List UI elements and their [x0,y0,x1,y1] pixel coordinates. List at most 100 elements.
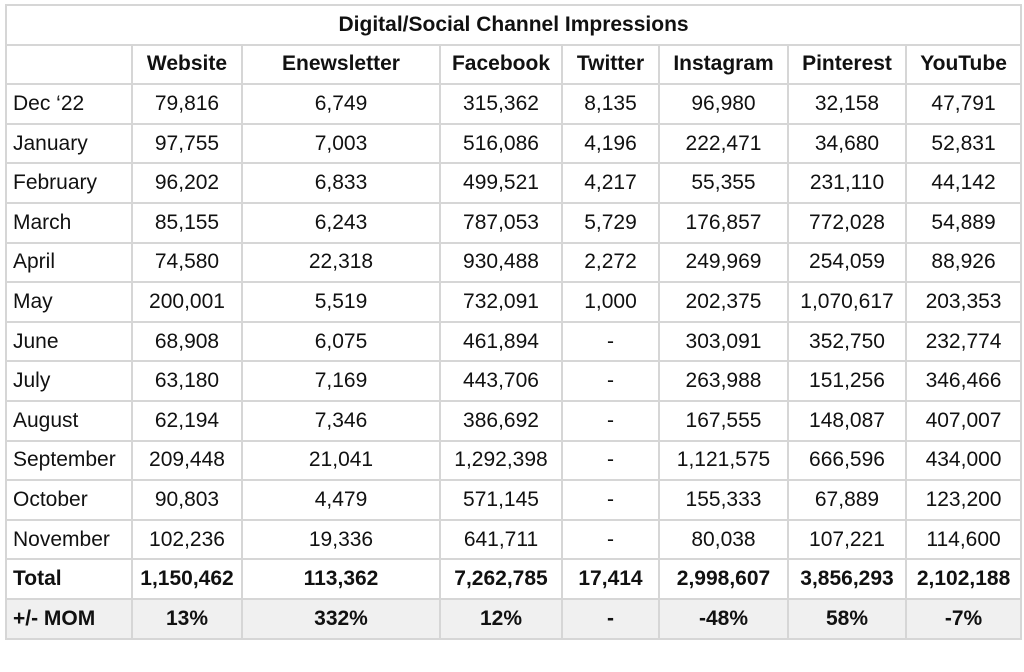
table-cell: 90,803 [131,479,243,521]
table-cell: 2,272 [561,241,660,284]
table-row: July 63,180 7,169 443,706-263,988 151,256 346… [5,360,1023,402]
table-cell: 202,375 [658,281,789,323]
table-cell: - [561,360,660,402]
table-cell: - [561,597,660,640]
table-row: October 90,803 4,479 571,145-155,333 67,889 1… [5,479,1023,521]
table-cell: Instagram [658,43,789,86]
table-cell: Twitter [561,43,660,86]
table-cell: 352,750 [787,320,907,363]
table-cell: 200,001 [131,281,243,323]
table-cell: 222,471 [658,122,789,165]
table-cell: 96,202 [131,162,243,204]
table-cell: 332% [241,597,441,640]
table-cell: 85,155 [131,201,243,244]
table-cell: -7% [904,597,1023,640]
table-cell: 113,362 [241,558,441,600]
table-cell: 13% [131,597,243,640]
table-cell: 155,333 [658,479,789,521]
table-cell: 17,414 [561,558,660,600]
table-cell: 62,194 [131,399,243,442]
table-cell: - [561,399,660,442]
row-label: October [5,479,133,521]
row-label: September [5,439,133,482]
table-cell: 55,355 [658,162,789,204]
table-cell: 96,980 [658,83,789,125]
table-cell: 123,200 [904,479,1023,521]
table-cell: 2,102,188 [904,558,1023,600]
table-cell: 203,353 [904,281,1023,323]
table-cell: 80,038 [658,518,789,561]
table-cell: 516,086 [439,122,563,165]
table-cell: 4,196 [561,122,660,165]
table-cell: 6,075 [241,320,441,363]
table-cell: 7,262,785 [439,558,563,600]
table-cell: -48% [658,597,789,640]
table-cell: 6,833 [241,162,441,204]
table-cell: 88,926 [904,241,1023,284]
table-cell: 107,221 [787,518,907,561]
table-cell: 641,711 [439,518,563,561]
table-cell: Website [131,43,243,86]
table-cell: 434,000 [904,439,1023,482]
table-row: February 96,202 6,833 499,521 4,217 55,355 231… [5,162,1023,204]
table-cell: 3,856,293 [787,558,907,600]
table-cell: 52,831 [904,122,1023,165]
table-cell: Pinterest [787,43,907,86]
row-label: Total [5,558,133,600]
mom-row: +/- MOM 13% 332% 12% - -48% 58% -7% [5,597,1023,640]
table-cell: 231,110 [787,162,907,204]
table-cell: 4,479 [241,479,441,521]
table-cell: 6,243 [241,201,441,244]
table-cell: 930,488 [439,241,563,284]
table-cell: YouTube [904,43,1023,86]
table-cell: 1,292,398 [439,439,563,482]
table-cell: 7,169 [241,360,441,402]
table-cell: 732,091 [439,281,563,323]
table-cell: 79,816 [131,83,243,125]
table-cell: 1,000 [561,281,660,323]
table-cell: 666,596 [787,439,907,482]
table-cell: - [561,479,660,521]
table-cell: - [561,518,660,561]
table-cell: 407,007 [904,399,1023,442]
table-cell: 787,053 [439,201,563,244]
table-row: August 62,194 7,346 386,692-167,555 148,087 4… [5,399,1023,442]
table-cell: 47,791 [904,83,1023,125]
table-cell: 4,217 [561,162,660,204]
total-row: Total 1,150,462 113,362 7,262,785 17,414 2,99… [5,558,1023,600]
table-cell: 571,145 [439,479,563,521]
table-cell: 7,346 [241,399,441,442]
table-cell: 114,600 [904,518,1023,561]
table-row: November 102,236 19,336 641,711-80,038 107,2… [5,518,1023,561]
table-cell: 44,142 [904,162,1023,204]
row-label [5,43,133,86]
table-cell: 34,680 [787,122,907,165]
row-label: August [5,399,133,442]
table-row: January 97,755 7,003 516,086 4,196 222,471 34,… [5,122,1023,165]
table-cell: 8,135 [561,83,660,125]
row-label: +/- MOM [5,597,133,640]
row-label: May [5,281,133,323]
row-label: January [5,122,133,165]
table-cell: 499,521 [439,162,563,204]
table-cell: 772,028 [787,201,907,244]
table-cell: 6,749 [241,83,441,125]
row-label: July [5,360,133,402]
table-cell: 5,729 [561,201,660,244]
row-label: April [5,241,133,284]
table-cell: 254,059 [787,241,907,284]
table-row: May 200,001 5,519 732,091 1,000 202,375 1,070,… [5,281,1023,323]
table-cell: 102,236 [131,518,243,561]
table-cell: 232,774 [904,320,1023,363]
table-cell: 63,180 [131,360,243,402]
table-row: April 74,580 22,318 930,488 2,272 249,969 254,… [5,241,1023,284]
table-cell: 148,087 [787,399,907,442]
table-cell: 209,448 [131,439,243,482]
table-cell: 386,692 [439,399,563,442]
table-cell: 167,555 [658,399,789,442]
table-cell: 176,857 [658,201,789,244]
table-row: Dec ‘22 79,816 6,749 315,362 8,135 96,980 32,1… [5,83,1023,125]
table-cell: 151,256 [787,360,907,402]
table-cell: 1,121,575 [658,439,789,482]
title-row: Digital/Social Channel Impressions [4,4,1023,46]
